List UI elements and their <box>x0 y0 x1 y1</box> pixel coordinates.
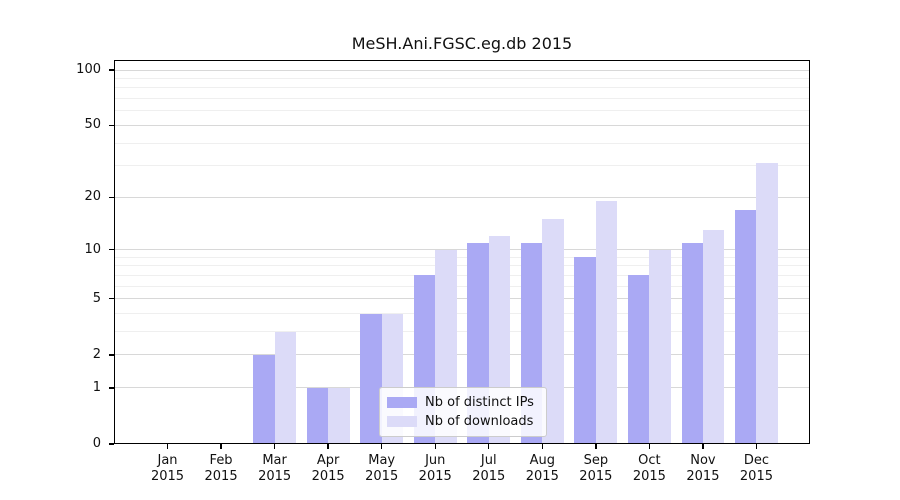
x-tick-mark <box>488 444 490 449</box>
bar-downloads-dec <box>756 163 778 444</box>
x-tick-mark <box>434 444 436 449</box>
x-tick-label: Sep 2015 <box>579 453 613 484</box>
bar-downloads-sep <box>595 201 618 444</box>
y-tick-mark <box>109 443 114 445</box>
bar-downloads-aug <box>542 219 564 444</box>
x-tick-mark <box>327 444 329 449</box>
minor-gridline <box>114 77 810 79</box>
y-tick-mark <box>109 387 114 389</box>
bar-downloads-mar <box>274 331 297 444</box>
major-gridline <box>114 124 810 126</box>
bar-downloads-nov <box>702 230 725 444</box>
legend-swatch-distinct-ips <box>387 397 417 408</box>
x-tick-mark <box>220 444 222 449</box>
x-tick-mark <box>273 444 276 449</box>
bar-distinct-ips-may <box>360 313 382 444</box>
y-tick-label: 50 <box>84 117 101 133</box>
x-tick-label: Jun 2015 <box>418 453 452 484</box>
x-tick-mark <box>595 444 597 449</box>
legend-item-distinct-ips: Nb of distinct IPs <box>380 395 546 410</box>
minor-gridline <box>114 313 810 315</box>
minor-gridline <box>114 331 810 333</box>
major-gridline <box>114 298 810 300</box>
y-tick-mark <box>109 298 114 300</box>
x-tick-label: Jan 2015 <box>150 453 185 484</box>
legend-label-downloads: Nb of downloads <box>425 414 534 429</box>
minor-gridline <box>114 256 810 258</box>
legend-label-distinct-ips: Nb of distinct IPs <box>425 395 534 410</box>
legend-item-downloads: Nb of downloads <box>380 414 546 429</box>
x-tick-label: Aug 2015 <box>525 453 559 484</box>
minor-gridline <box>114 285 810 287</box>
y-tick-label: 2 <box>92 346 101 362</box>
minor-gridline <box>114 87 810 89</box>
major-gridline <box>114 354 810 356</box>
y-tick-mark <box>109 248 114 251</box>
x-tick-mark <box>541 444 543 449</box>
bar-distinct-ips-oct <box>627 275 650 444</box>
x-tick-label: Feb 2015 <box>204 453 238 484</box>
x-tick-label: Jul 2015 <box>472 453 506 484</box>
y-tick-mark <box>109 354 114 356</box>
bar-distinct-ips-nov <box>681 242 703 444</box>
chart-title: MeSH.Ani.FGSC.eg.db 2015 <box>351 34 573 53</box>
minor-gridline <box>114 274 810 276</box>
y-tick-mark <box>109 69 114 71</box>
legend-swatch-downloads <box>387 416 417 427</box>
minor-gridline <box>114 142 810 144</box>
bar-downloads-oct <box>649 249 671 444</box>
bar-distinct-ips-mar <box>253 354 275 444</box>
y-tick-label: 100 <box>76 62 101 77</box>
major-gridline <box>114 249 810 251</box>
minor-gridline <box>114 110 810 112</box>
legend: Nb of distinct IPs Nb of downloads <box>379 387 547 437</box>
bar-distinct-ips-sep <box>574 257 596 444</box>
x-tick-label: May 2015 <box>365 453 399 484</box>
minor-gridline <box>114 98 810 100</box>
y-tick-label: 10 <box>84 241 101 257</box>
minor-gridline <box>114 165 810 167</box>
x-tick-label: Nov 2015 <box>686 453 720 484</box>
y-tick-label: 5 <box>92 290 101 306</box>
major-gridline <box>114 196 810 198</box>
x-tick-label: Oct 2015 <box>632 453 666 484</box>
major-gridline <box>114 69 810 71</box>
x-tick-mark <box>380 444 383 449</box>
bar-distinct-ips-dec <box>735 209 757 444</box>
bar-distinct-ips-apr <box>306 387 329 444</box>
y-tick-label: 1 <box>92 379 101 395</box>
x-tick-label: Dec 2015 <box>739 453 773 484</box>
x-tick-mark <box>648 444 651 449</box>
y-tick-mark <box>109 124 114 127</box>
minor-gridline <box>114 265 810 267</box>
x-tick-label: Apr 2015 <box>311 453 345 484</box>
x-tick-mark <box>166 444 169 449</box>
x-tick-mark <box>702 444 704 449</box>
x-tick-label: Mar 2015 <box>258 453 292 484</box>
bar-downloads-apr <box>328 387 350 444</box>
x-tick-mark <box>755 444 758 449</box>
y-tick-label: 0 <box>92 436 101 451</box>
y-tick-mark <box>109 196 114 198</box>
y-tick-label: 20 <box>84 189 101 205</box>
